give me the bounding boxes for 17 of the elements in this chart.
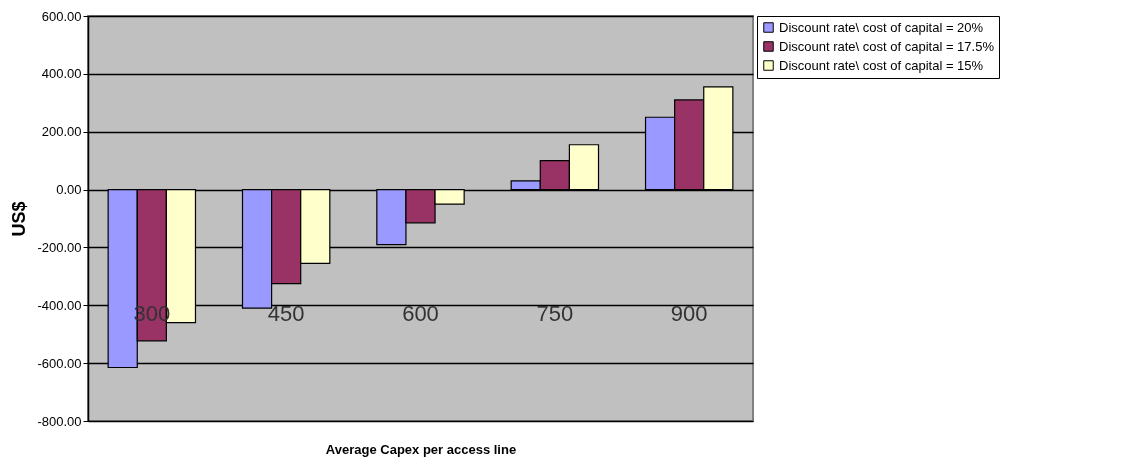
y-tick-label: -400.00 (37, 297, 82, 313)
y-tick-label: -200.00 (37, 239, 82, 255)
legend-label: Discount rate\ cost of capital = 17.5% (779, 38, 995, 54)
y-tick-label: -600.00 (37, 355, 82, 371)
x-tick-label: 600 (402, 300, 439, 326)
y-tick-label: 0.00 (56, 182, 82, 198)
y-tick-label: 400.00 (41, 66, 82, 82)
legend-label: Discount rate\ cost of capital = 15% (779, 57, 984, 73)
y-tick-label: -800.00 (37, 413, 82, 429)
y-tick-label: 600.00 (41, 8, 82, 24)
x-tick-label: 750 (536, 300, 574, 326)
x-tick-label: 900 (670, 300, 708, 326)
legend-label: Discount rate\ cost of capital = 20% (779, 19, 984, 35)
x-axis-title: Average Capex per access line (325, 441, 517, 457)
y-axis-title: US$ (9, 201, 30, 237)
x-tick-label: 450 (267, 300, 305, 326)
y-tick-label: 200.00 (41, 124, 82, 140)
